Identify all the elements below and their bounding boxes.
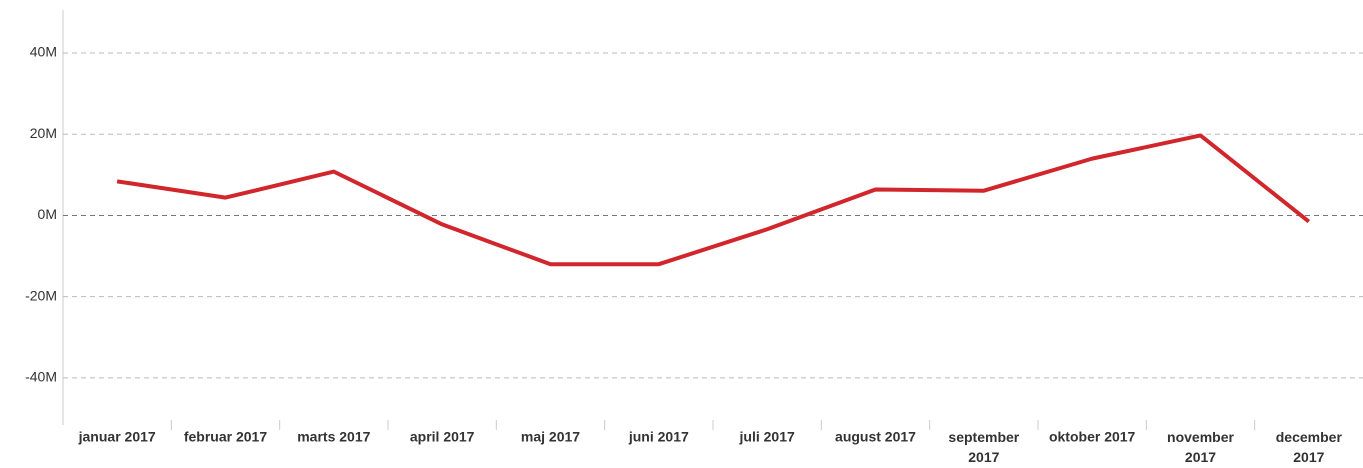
line <box>116 133 1311 267</box>
x-tick-label: februar 2017 <box>184 429 267 445</box>
x-tick-label: maj 2017 <box>521 429 580 445</box>
x-tick-label: oktober 2017 <box>1049 429 1136 445</box>
y-tick-label: 0M <box>38 206 57 222</box>
y-tick-label: 40M <box>30 44 57 60</box>
x-tick-label: marts 2017 <box>297 429 370 445</box>
x-tick-label: juli 2017 <box>739 429 795 445</box>
x-tick-label: juni 2017 <box>628 429 689 445</box>
x-tick-label: september 2017 <box>948 429 1019 465</box>
y-tick-label: -20M <box>25 287 57 303</box>
x-tick-label: januar 2017 <box>78 429 156 445</box>
x-tick-label: april 2017 <box>410 429 475 445</box>
x-tick-label: august 2017 <box>835 429 916 445</box>
x-tick-label: november 2017 <box>1167 429 1234 465</box>
x-tick-label: december 2017 <box>1276 429 1343 465</box>
y-tick-label: -40M <box>25 369 57 385</box>
y-tick-label: 20M <box>30 125 57 141</box>
